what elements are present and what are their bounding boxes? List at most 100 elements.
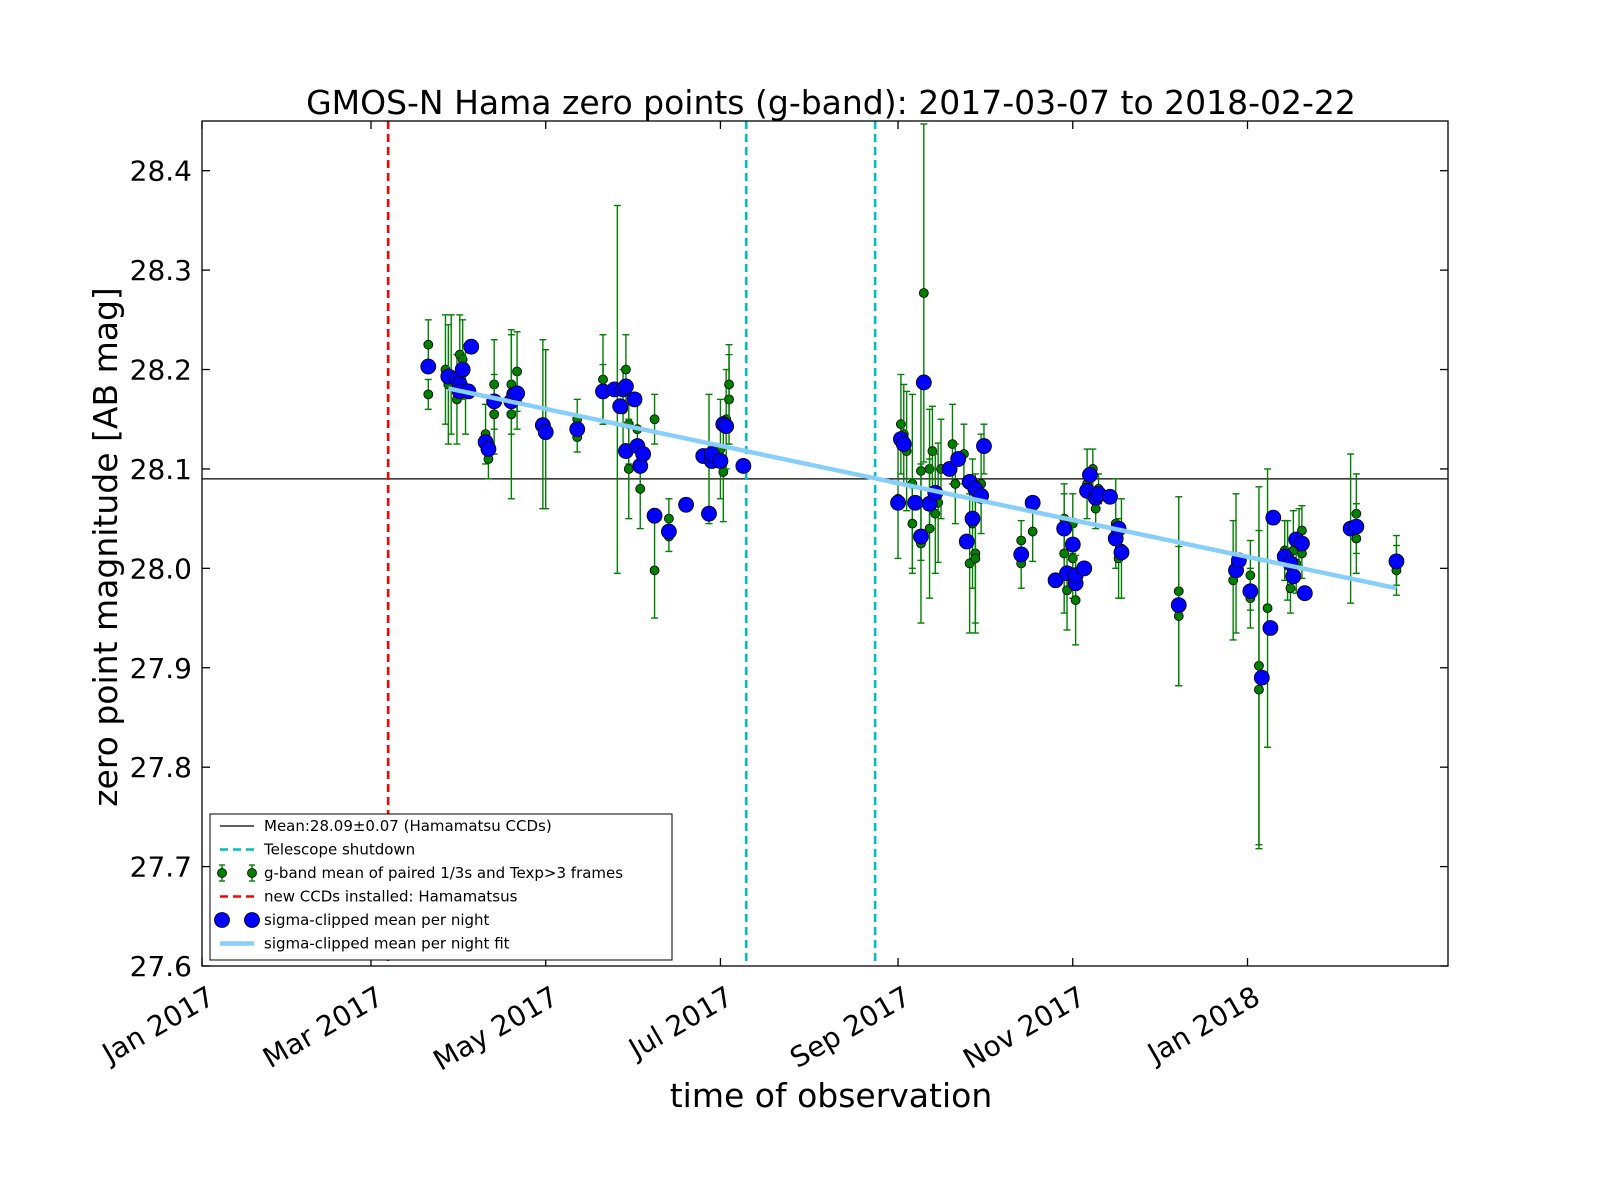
x-tick-label: Sep 2017 [784, 980, 916, 1075]
gband-point [423, 378, 434, 410]
nightly-mean-marker [660, 523, 677, 540]
legend-gband-marker [217, 868, 227, 878]
nightly-mean-marker [958, 533, 975, 550]
nightly-mean-marker [1024, 494, 1041, 511]
nightly-mean-marker [1285, 568, 1302, 585]
legend-label: sigma-clipped mean per night fit [264, 935, 510, 953]
nightly-mean-marker [1082, 467, 1098, 483]
legend-gband-marker [247, 868, 257, 878]
gband-marker [621, 364, 631, 375]
legend-nightly-marker [244, 912, 260, 928]
nightly-mean-marker [646, 507, 663, 524]
nightly-mean-marker [1296, 585, 1313, 602]
x-tick-label: Jan 2018 [1140, 980, 1265, 1071]
gband-marker [724, 379, 734, 390]
legend-nightly-marker [214, 912, 230, 928]
gband-marker [1070, 595, 1081, 606]
y-tick-label: 28.4 [130, 155, 192, 188]
gband-marker [623, 464, 634, 474]
nightly-mean-marker [1262, 620, 1279, 636]
nightly-mean-marker [1294, 535, 1310, 552]
nightly-mean-marker [1113, 544, 1130, 561]
gband-marker [649, 565, 660, 576]
y-tick-label: 27.6 [130, 950, 192, 983]
nightly-mean-marker [1388, 553, 1405, 570]
gband-marker [927, 446, 938, 456]
nightly-mean-marker [712, 453, 729, 469]
nightly-mean-marker [1253, 669, 1270, 686]
legend-label: Telescope shutdown [263, 841, 415, 859]
gband-point [649, 393, 660, 445]
gband-point [907, 478, 918, 570]
nightly-mean-marker [635, 446, 652, 462]
legend: Mean:28.09±0.07 (Hamamatsu CCDs) Telescop… [209, 813, 673, 961]
legend-box [209, 813, 673, 961]
x-tick-label: Jul 2017 [622, 980, 739, 1067]
gband-point [918, 123, 929, 463]
nightly-mean-marker [964, 510, 981, 527]
gband-marker [1254, 684, 1264, 695]
nightly-mean-marker [1102, 488, 1118, 505]
y-tick-label: 27.9 [130, 652, 192, 685]
y-tick-label: 28.1 [130, 453, 192, 486]
nightly-mean-marker [420, 358, 437, 375]
gband-marker [970, 553, 981, 564]
x-tick-label: Mar 2017 [257, 980, 389, 1075]
gband-marker [918, 288, 929, 298]
gband-marker [907, 518, 918, 529]
y-tick-label: 28.2 [130, 354, 192, 387]
gband-marker [649, 414, 660, 425]
gband-marker [423, 389, 434, 400]
nightly-mean-marker [1170, 597, 1187, 614]
y-tick-label: 28.3 [130, 254, 192, 287]
nightly-mean-marker [735, 458, 752, 474]
gband-point [1173, 545, 1184, 687]
gband-marker [423, 339, 434, 350]
plot-frame [201, 120, 1449, 967]
nightly-mean-marker [976, 438, 992, 454]
legend-label: sigma-clipped mean per night [264, 911, 490, 929]
plot-content [202, 121, 1448, 966]
nightly-mean-marker [618, 378, 634, 395]
gband-point [506, 329, 517, 500]
nightly-mean-marker [480, 441, 497, 457]
gband-point [1062, 549, 1072, 631]
gband-marker [1027, 526, 1038, 537]
x-tick-label: Nov 2017 [958, 980, 1091, 1076]
gband-point [649, 521, 660, 619]
gband-marker [489, 409, 500, 420]
fit-line [447, 386, 1397, 591]
gband-marker [1016, 535, 1027, 546]
x-tick-label: Jan 2017 [95, 980, 220, 1071]
gband-point [724, 343, 734, 425]
nightly-mean-marker [915, 374, 932, 391]
gband-point [623, 418, 634, 520]
nightly-mean-marker [1064, 536, 1081, 553]
nightly-mean-marker [1265, 509, 1282, 526]
nightly-mean-marker [537, 424, 554, 441]
nightly-mean-marker [1076, 560, 1093, 577]
nightly-mean-marker [890, 494, 906, 511]
nightly-mean-marker [895, 436, 912, 452]
nightly-mean-marker [1242, 583, 1259, 600]
x-axis-label: time of observation [670, 1076, 993, 1115]
nightly-mean-marker [678, 496, 694, 513]
y-tick-label: 27.7 [130, 851, 192, 884]
nightly-mean-marker [718, 418, 735, 435]
x-tick-label: May 2017 [428, 980, 564, 1078]
y-tick-label: 28.0 [130, 552, 192, 585]
nightly-mean-marker [612, 398, 629, 415]
chart-title: GMOS-N Hama zero points (g-band): 2017-0… [306, 83, 1356, 122]
nightly-mean-marker [1013, 546, 1030, 563]
gband-marker [635, 483, 646, 494]
nightly-mean-marker [701, 505, 717, 522]
nightly-mean-marker [1047, 572, 1064, 589]
gband-point [489, 373, 500, 455]
nightly-mean-marker [913, 528, 929, 545]
nightly-mean-marker [509, 385, 525, 402]
gband-point [1254, 529, 1264, 850]
nightly-mean-marker [569, 421, 586, 438]
gband-marker [506, 409, 517, 420]
gband-marker [1262, 603, 1273, 614]
